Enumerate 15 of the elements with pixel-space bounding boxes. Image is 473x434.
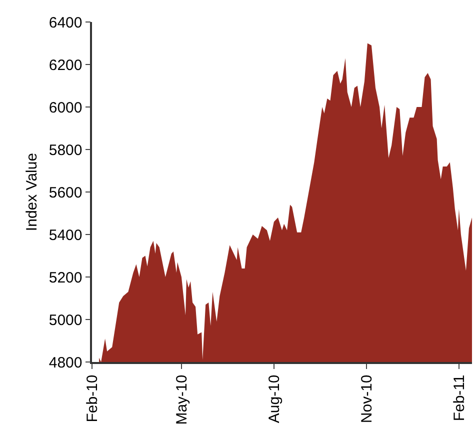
y-tick-label: 5000 xyxy=(48,312,82,329)
y-tick-label: 6000 xyxy=(48,99,82,116)
y-axis-title: Index Value xyxy=(24,152,41,232)
y-tick-label: 5600 xyxy=(48,184,82,202)
y-tick-label: 6200 xyxy=(48,56,82,74)
x-tick-label: Aug-10 xyxy=(266,374,283,424)
y-tick-label: 6400 xyxy=(48,14,82,32)
y-tick-label: 4800 xyxy=(48,354,82,372)
y-tick-label: 5800 xyxy=(48,142,82,159)
y-tick-label: 5400 xyxy=(48,226,82,244)
x-tick-label: Feb-10 xyxy=(84,374,101,422)
x-tick-label: Nov-10 xyxy=(358,374,376,424)
x-tick-label: May-10 xyxy=(173,374,190,425)
y-tick-label: 5200 xyxy=(48,269,82,286)
x-tick-label: Feb-11 xyxy=(450,374,468,422)
